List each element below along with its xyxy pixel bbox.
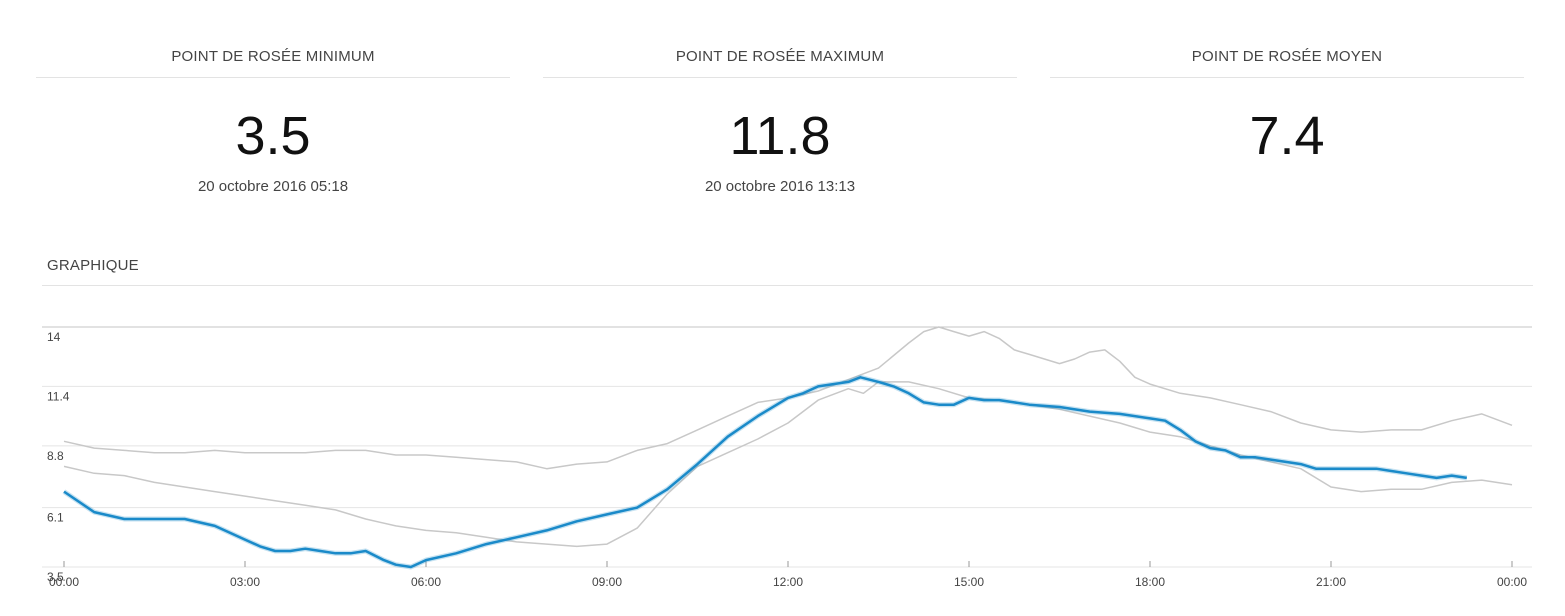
section-title: GRAPHIQUE — [47, 257, 139, 274]
divider — [36, 77, 510, 78]
series-line-shadow — [62, 374, 1468, 570]
x-tick-label: 03:00 — [230, 575, 260, 589]
x-tick-label: 18:00 — [1135, 575, 1165, 589]
y-tick-label: 14 — [47, 330, 61, 344]
x-tick-label: 12:00 — [773, 575, 803, 589]
x-tick-label: 09:00 — [592, 575, 622, 589]
stat-title: POINT DE ROSÉE MOYEN — [1191, 48, 1383, 65]
x-tick-label: 00:00 — [1497, 575, 1527, 589]
x-tick-label: 06:00 — [411, 575, 441, 589]
divider — [543, 77, 1017, 78]
divider — [42, 285, 1533, 286]
stat-date: 20 octobre 2016 13:13 — [704, 178, 856, 195]
stat-date: 20 octobre 2016 05:18 — [197, 178, 349, 195]
series-line-secondary — [63, 326, 1513, 470]
series-line-secondary — [63, 381, 1513, 548]
divider — [1050, 77, 1524, 78]
x-tick-label: 00:00 — [49, 575, 79, 589]
x-tick-label: 21:00 — [1316, 575, 1346, 589]
x-tick-label: 15:00 — [954, 575, 984, 589]
series-line-main — [63, 376, 1467, 569]
y-tick-label: 8.8 — [47, 449, 64, 463]
y-tick-label: 3.5 — [47, 570, 64, 584]
stat-value: 3.5 — [235, 106, 311, 166]
y-tick-label: 6.1 — [47, 511, 64, 525]
stat-title: POINT DE ROSÉE MAXIMUM — [675, 48, 885, 65]
stat-value: 7.4 — [1249, 106, 1325, 166]
stat-title: POINT DE ROSÉE MINIMUM — [171, 48, 375, 65]
stat-value: 11.8 — [729, 106, 831, 166]
y-tick-label: 11.4 — [47, 389, 70, 403]
